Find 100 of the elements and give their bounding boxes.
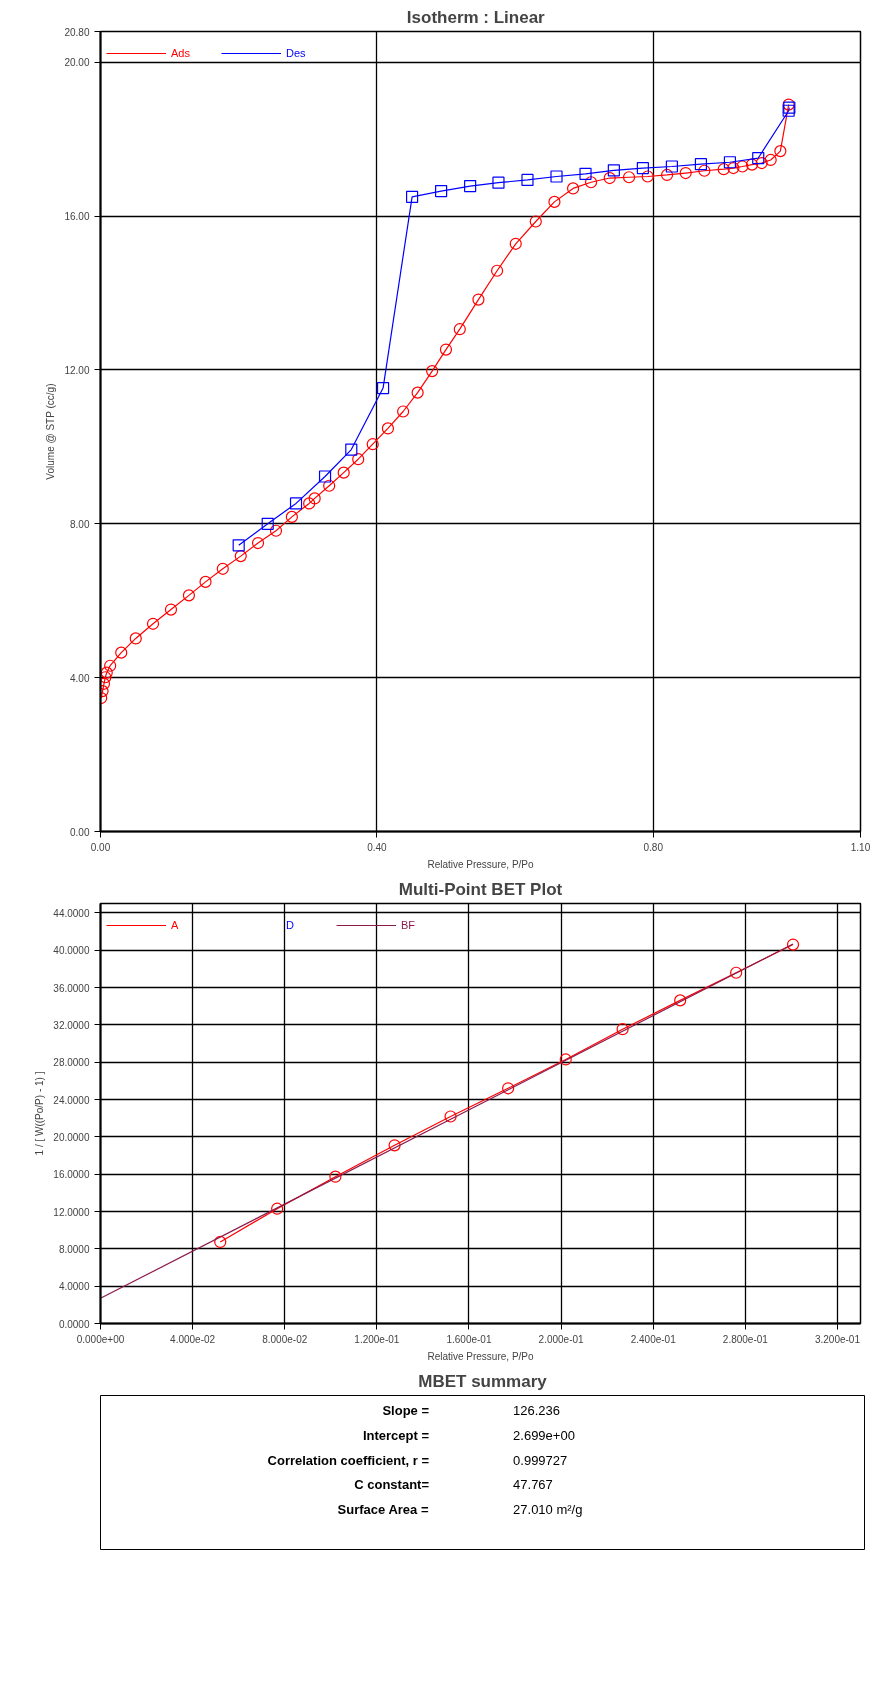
y-tick-label: 32.0000: [53, 1019, 90, 1031]
x-tick-label: 1.600e-01: [446, 1333, 492, 1345]
x-tick-label: 2.800e-01: [722, 1333, 769, 1345]
point: [464, 180, 477, 193]
x-tick-label: 8.000e-02: [262, 1333, 308, 1345]
point: [261, 517, 274, 530]
y-tick-label: 4.00: [70, 672, 90, 684]
point: [376, 381, 390, 395]
y-tick-label: 16.0000: [53, 1169, 90, 1181]
point: [453, 323, 466, 336]
point: [665, 160, 678, 173]
point: [509, 237, 522, 250]
point: [303, 497, 316, 510]
point: [641, 170, 654, 183]
x-tick-label: 0.80: [643, 841, 664, 853]
y-tick-label: 20.00: [64, 57, 90, 69]
point: [285, 510, 298, 523]
x-tick-label: 2.000e-01: [538, 1333, 585, 1345]
point: [214, 1235, 227, 1249]
point: [698, 164, 711, 177]
point: [616, 1023, 629, 1036]
point: [100, 671, 112, 684]
y-tick-label: 8.0000: [58, 1243, 90, 1255]
y-axis-title: 1 / [ W((Po/P) - 1) ]: [34, 1071, 46, 1156]
text: Correlation coefficient, r =: [267, 1452, 430, 1468]
y-tick-label: 16.00: [64, 211, 90, 223]
text: 2.699e+00: [513, 1428, 575, 1444]
point: [774, 145, 787, 158]
text: MBET summary: [418, 1371, 548, 1391]
point: [388, 1139, 401, 1152]
x-tick-label: 4.000e-02: [170, 1333, 216, 1345]
point: [679, 166, 692, 180]
x-tick-label: 2.400e-01: [630, 1333, 677, 1345]
y-tick-label: 20.80: [64, 26, 90, 38]
text: BF: [401, 919, 417, 931]
point: [492, 176, 505, 189]
point: [579, 167, 592, 180]
x-tick-label: 0.40: [367, 841, 388, 853]
legend-label: D: [286, 919, 295, 931]
text: A: [171, 919, 180, 931]
y-tick-label: 28.0000: [53, 1057, 90, 1069]
x-tick-label: 1.10: [850, 841, 871, 853]
point: [345, 443, 358, 456]
text: 27.010 m²/g: [513, 1501, 583, 1517]
chart-title: Multi-Point BET Plot: [398, 879, 563, 899]
y-tick-label: 44.0000: [53, 907, 90, 919]
point: [723, 156, 737, 169]
point: [323, 479, 336, 492]
text: Surface Area =: [337, 1501, 429, 1517]
point: [745, 158, 759, 171]
point: [232, 539, 245, 552]
point: [717, 163, 730, 176]
point: [426, 365, 439, 378]
y-tick-label: 24.0000: [53, 1094, 90, 1106]
point: [490, 264, 504, 277]
text: 126.236: [513, 1403, 561, 1419]
y-tick-label: 8.00: [70, 518, 90, 530]
point: [660, 168, 674, 182]
point: [381, 422, 395, 435]
point: [199, 575, 212, 588]
x-axis-title: Relative Pressure, P/Po: [427, 1350, 535, 1362]
point: [406, 190, 419, 203]
point: [115, 646, 128, 659]
text: 0.999727: [513, 1452, 568, 1468]
point: [352, 453, 365, 466]
point: [472, 293, 485, 306]
point: [234, 550, 247, 563]
x-tick-label: 3.200e-01: [814, 1333, 861, 1345]
point: [100, 666, 113, 679]
point: [435, 185, 448, 198]
point: [216, 562, 229, 575]
y-axis-title: Volume @ STP (cc/g): [45, 383, 57, 480]
point: [271, 1202, 284, 1215]
point: [411, 386, 424, 399]
point: [182, 589, 196, 602]
point: [674, 994, 687, 1007]
text: Ads: [171, 47, 191, 59]
text: Slope =: [382, 1403, 430, 1419]
point: [329, 1170, 342, 1183]
point: [636, 161, 649, 175]
point: [607, 164, 620, 177]
point: [736, 160, 749, 173]
text: Intercept =: [362, 1428, 430, 1444]
text: Des: [286, 47, 306, 59]
point: [164, 603, 178, 616]
point: [439, 343, 453, 356]
y-tick-label: 40.0000: [53, 945, 90, 957]
point: [397, 405, 410, 418]
point: [755, 156, 768, 170]
point: [529, 215, 542, 228]
y-tick-label: 12.0000: [53, 1206, 90, 1218]
x-tick-label: 0.00: [90, 841, 111, 853]
point: [318, 470, 332, 483]
y-tick-label: 4.0000: [58, 1281, 90, 1293]
point: [366, 438, 379, 451]
x-axis-title: Relative Pressure, P/Po: [427, 858, 535, 870]
point: [786, 938, 800, 951]
point: [521, 173, 534, 187]
point: [584, 176, 598, 189]
point: [559, 1053, 572, 1066]
